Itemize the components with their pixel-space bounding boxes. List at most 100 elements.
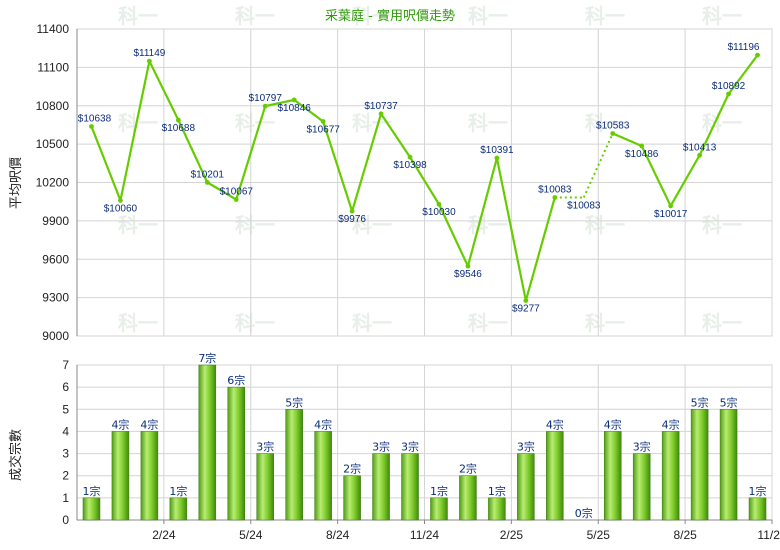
price-point (320, 119, 326, 124)
bar (603, 431, 622, 521)
price-line-segment (90, 126, 122, 201)
price-line-segment (351, 113, 383, 212)
line-y-axis-label: 平均呎價 (9, 157, 24, 209)
price-point (726, 91, 731, 97)
bar-value-label: 7宗 (198, 351, 216, 365)
x-tick-label: 5/25 (587, 528, 611, 542)
line-chart-grid: 9000 9300 9600 9900 10200 10500 10800 11100 1140… (36, 22, 773, 343)
line-y-tick-label: 9600 (42, 252, 69, 266)
bar (314, 431, 332, 521)
x-tick-label: 8/24 (326, 528, 350, 542)
x-tick-label: 8/25 (673, 528, 697, 542)
bar-value-label: 1宗 (488, 484, 506, 498)
watermark-text: 科一 (235, 111, 275, 135)
bar-value-label: 4宗 (662, 417, 680, 431)
bar-y-tick-label: 0 (62, 513, 69, 527)
price-line-segment (119, 60, 151, 201)
price-data-label: $10067 (220, 187, 254, 198)
price-data-label: $10797 (249, 93, 283, 104)
price-data-label: $10030 (422, 207, 456, 218)
price-line-segment (698, 93, 730, 156)
watermark-text: 科一 (118, 311, 158, 335)
price-data-label: $10398 (393, 160, 427, 171)
x-tick-label: 11/24 (410, 528, 439, 542)
bar (227, 386, 246, 521)
bar (111, 431, 130, 521)
line-y-tick-label: 11100 (37, 60, 69, 74)
price-point (639, 143, 645, 149)
line-y-tick-label: 10500 (36, 137, 70, 151)
price-line-segment (206, 181, 237, 201)
watermark-text: 科一 (352, 311, 392, 335)
bar-chart-grid: 0 1 2 3 4 5 6 7 2/24 5/24 8/24 11/24 2/25 5/25 8/25 11/… (62, 358, 780, 542)
price-point (668, 203, 674, 209)
watermark-text: 科一 (352, 213, 392, 237)
price-point (755, 52, 760, 58)
price-point (89, 124, 94, 129)
price-line-segment (669, 154, 701, 207)
bar-value-label: 4宗 (314, 417, 332, 431)
bar (430, 497, 448, 521)
watermark-text: 科一 (585, 111, 625, 135)
price-data-label: $9277 (512, 304, 540, 315)
bar (285, 409, 303, 521)
price-data-label: $9546 (454, 269, 482, 280)
x-tick-label: 2/24 (152, 528, 176, 542)
watermark-text: 科一 (118, 4, 158, 28)
price-point (204, 179, 210, 185)
bar-y-axis-label: 成交宗數 (8, 429, 24, 481)
bar-y-tick-label: 4 (62, 424, 69, 438)
price-line-segment (437, 203, 469, 267)
price-point (175, 117, 181, 123)
price-line-segment (727, 54, 759, 95)
bar-value-label: 5宗 (285, 395, 303, 409)
price-data-label: $10486 (625, 149, 659, 160)
price-data-label: $10201 (191, 169, 225, 180)
price-data-label: $10083 (567, 200, 601, 211)
price-line-segment (322, 121, 354, 212)
watermark-text: 科一 (585, 4, 625, 28)
x-tick-label: 2/25 (500, 528, 524, 542)
watermark-text: 科一 (468, 213, 508, 237)
bar (748, 497, 767, 521)
bar (401, 453, 419, 521)
bar-value-label: 3宗 (256, 440, 274, 454)
price-data-label: $10737 (364, 101, 398, 112)
bar-value-label: 0宗 (575, 506, 593, 520)
watermark-text: 科一 (468, 311, 508, 335)
price-line-segment (582, 133, 614, 198)
bar-value-label: 1宗 (82, 484, 100, 498)
watermark-text: 科一 (702, 111, 742, 135)
bar-y-tick-label: 5 (62, 402, 69, 416)
watermark-text: 科一 (702, 311, 742, 335)
price-data-label: $10677 (306, 124, 340, 135)
bar (719, 409, 738, 521)
price-point (146, 58, 152, 64)
price-point (552, 195, 558, 200)
price-point (697, 152, 703, 158)
bar-value-label: 1宗 (430, 484, 448, 498)
bar-value-label: 2宗 (459, 462, 477, 476)
bar (82, 497, 101, 521)
watermark-text: 科一 (468, 4, 508, 28)
bar (632, 453, 651, 521)
bar (198, 364, 217, 521)
watermark-text: 科一 (585, 311, 625, 335)
bar (690, 409, 709, 521)
bar-value-label: 3宗 (633, 440, 651, 454)
price-data-label: $9976 (338, 214, 366, 225)
watermark-text: 科一 (468, 111, 508, 135)
bar-value-label: 4宗 (604, 417, 622, 431)
line-y-tick-label: 11400 (37, 22, 70, 36)
price-data-label: $10846 (278, 103, 312, 114)
bar (517, 453, 535, 521)
bar-series: 1宗 4宗 4宗 1宗 7宗 6宗 3宗 5宗 4宗 2宗 3宗 3宗 1宗 2宗 1宗 3宗 4宗 0宗 4宗 3宗… (82, 351, 767, 521)
price-line-segment (293, 98, 324, 123)
watermark-text: 科一 (702, 4, 742, 28)
bar-value-label: 5宗 (720, 395, 738, 409)
price-point (610, 131, 616, 136)
chart-title: 采葉庭 - 實用呎價走勢 (325, 8, 455, 24)
bar-value-label: 3宗 (372, 440, 390, 454)
